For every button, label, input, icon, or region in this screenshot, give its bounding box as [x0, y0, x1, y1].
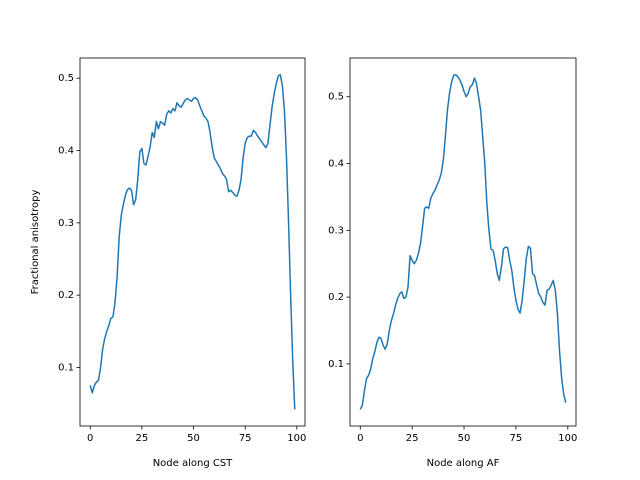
- x-tick-label: 50: [458, 433, 471, 444]
- y-tick-label: 0.3: [328, 225, 344, 236]
- y-axis-label: Fractional anisotropy: [30, 190, 41, 295]
- y-tick-label: 0.1: [328, 359, 344, 370]
- x-tick-label: 75: [510, 433, 523, 444]
- x-tick-label: 100: [558, 433, 577, 444]
- y-tick-label: 0.5: [58, 73, 74, 84]
- axes-frame: [79, 57, 306, 427]
- x-tick-label: 25: [406, 433, 419, 444]
- x-tick-label: 25: [136, 433, 149, 444]
- x-tick-label: 100: [287, 433, 306, 444]
- y-tick-label: 0.3: [58, 218, 74, 229]
- y-tick-label: 0.2: [328, 292, 344, 303]
- x-tick-label: 50: [187, 433, 200, 444]
- y-tick-label: 0.2: [58, 290, 74, 301]
- x-axis-label: Node along CST: [153, 458, 233, 469]
- y-tick-label: 0.5: [328, 92, 344, 103]
- data-line: [359, 73, 567, 410]
- x-axis-label: Node along AF: [427, 458, 500, 469]
- x-tick-label: 75: [239, 433, 252, 444]
- x-tick-label: 0: [87, 433, 93, 444]
- y-tick-label: 0.4: [58, 146, 74, 157]
- x-tick-label: 0: [357, 433, 363, 444]
- axes-frame: [349, 57, 577, 427]
- y-tick-label: 0.1: [58, 362, 74, 373]
- y-tick-label: 0.4: [328, 159, 344, 170]
- data-line: [89, 73, 296, 410]
